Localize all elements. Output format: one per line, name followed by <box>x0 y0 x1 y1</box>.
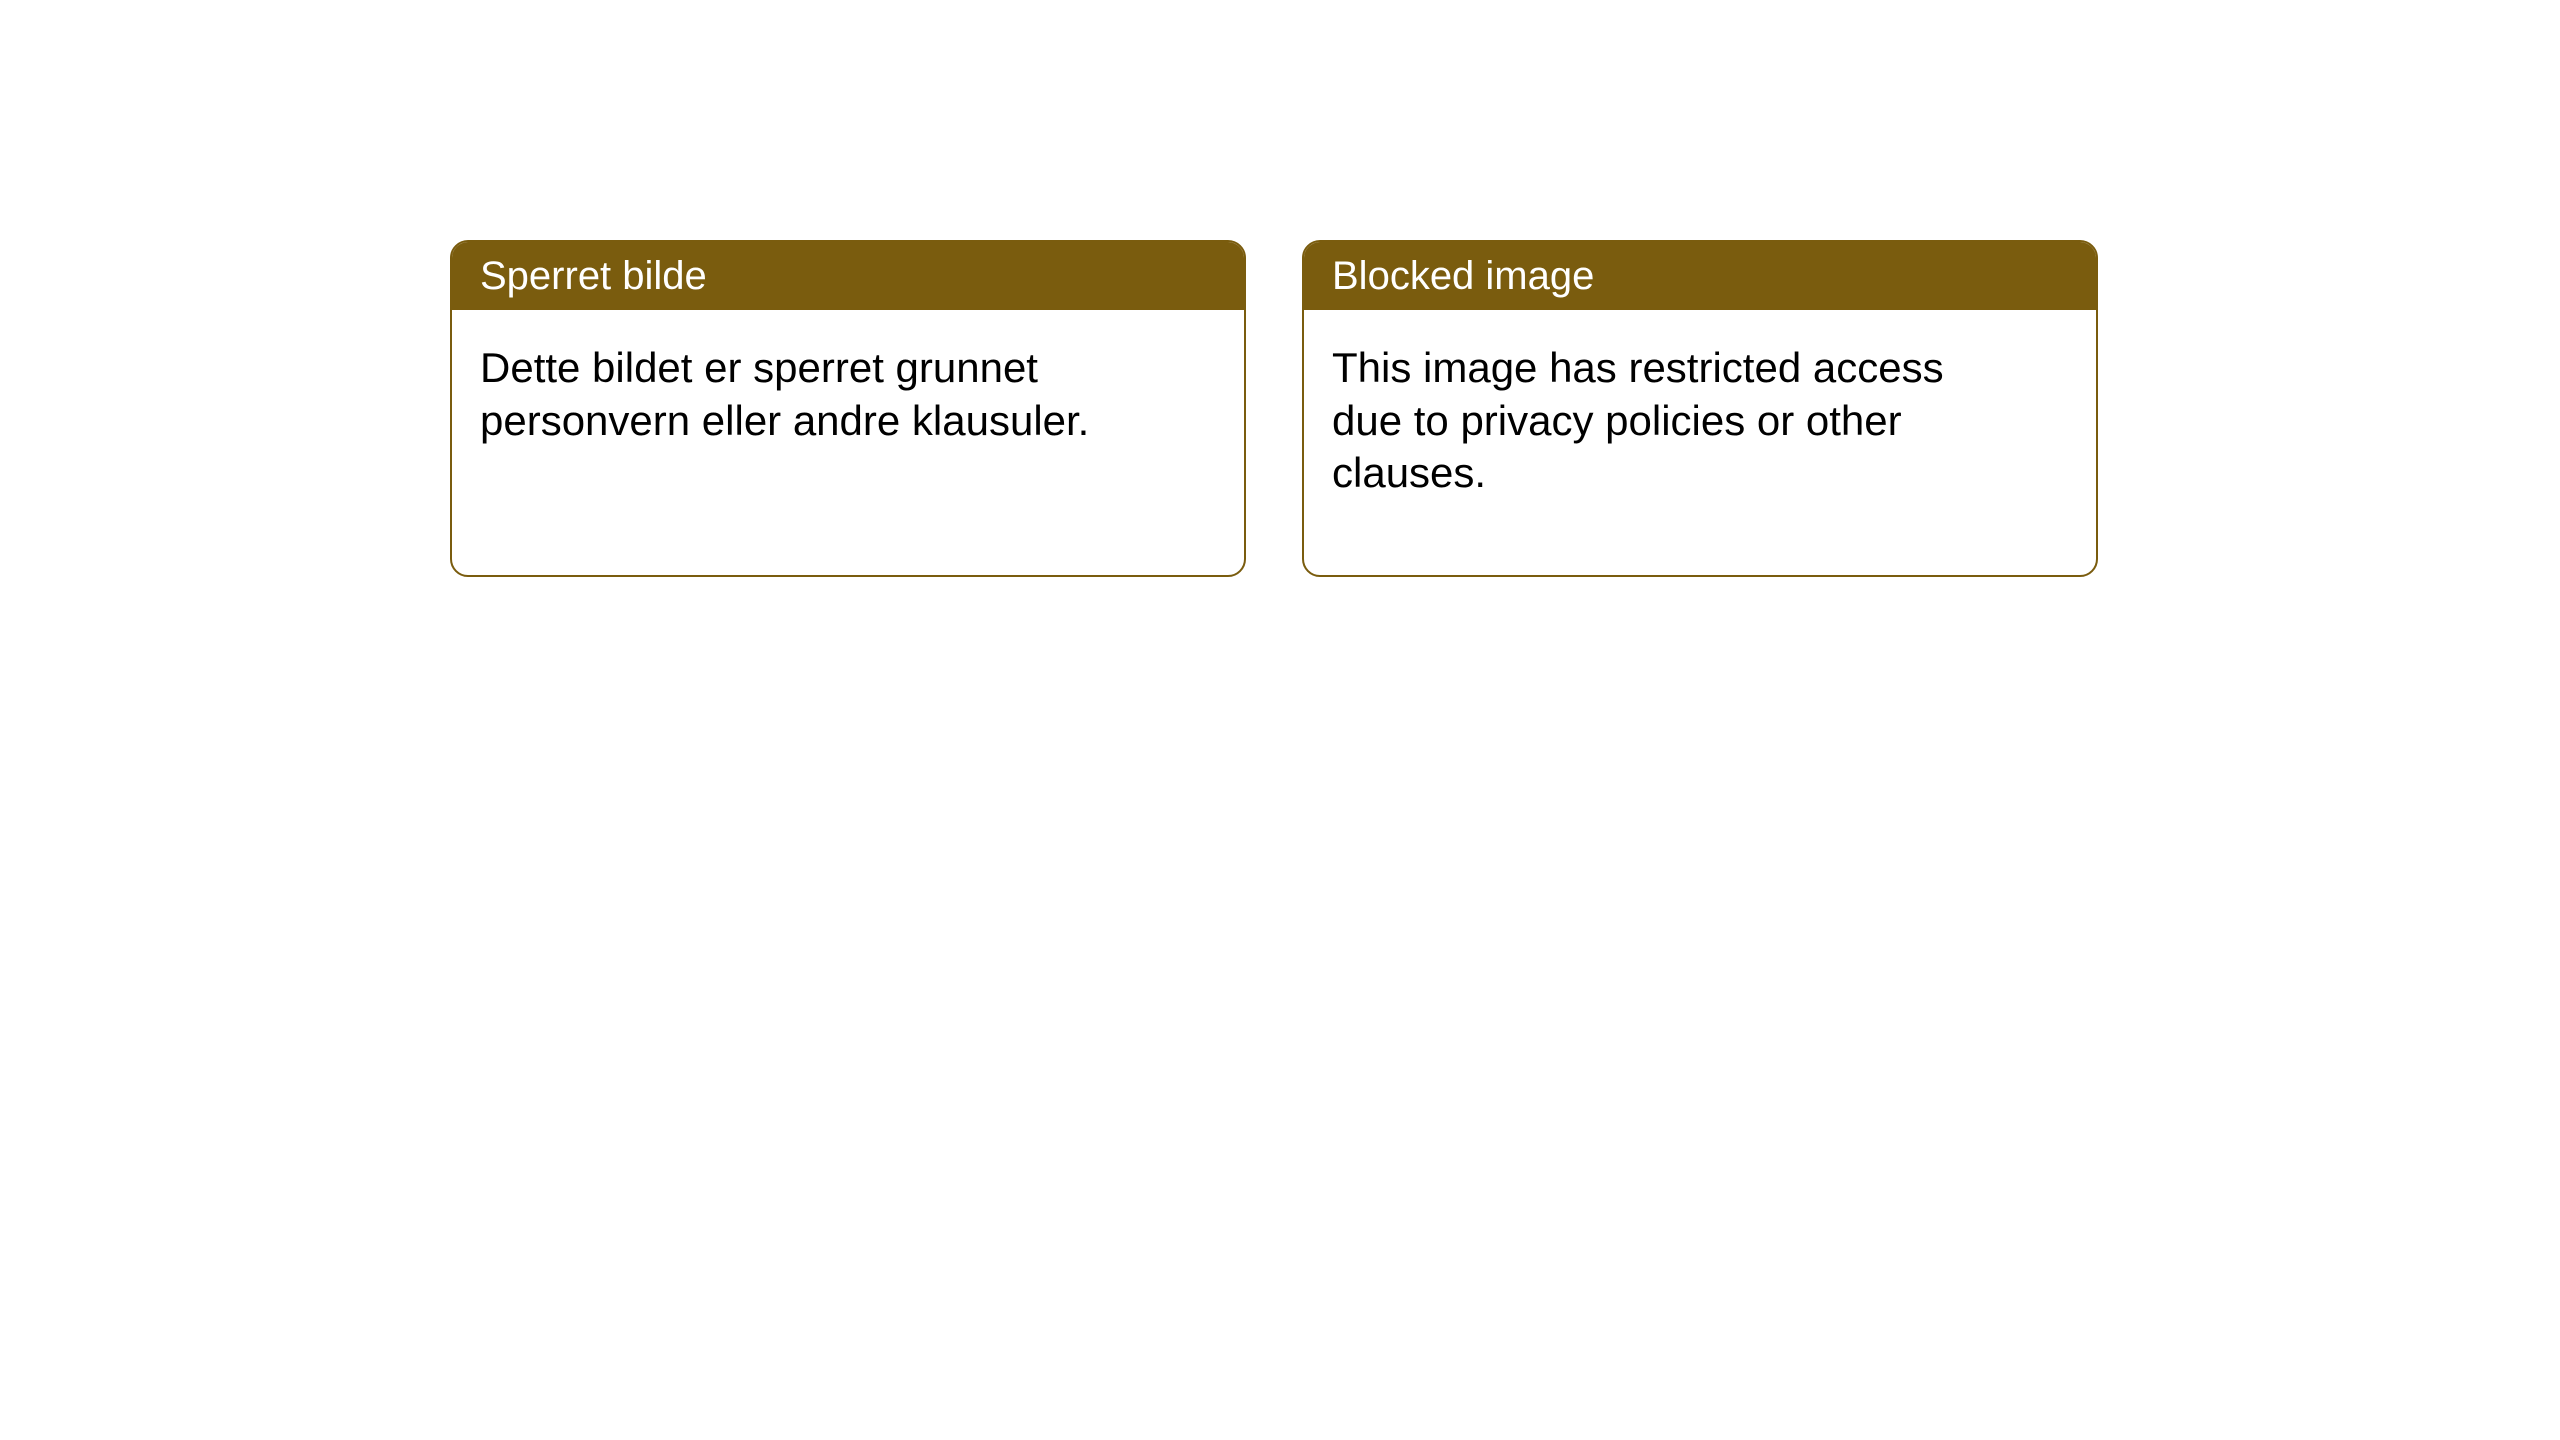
card-header-norwegian: Sperret bilde <box>452 242 1244 310</box>
blocked-notice-card-norwegian: Sperret bilde Dette bildet er sperret gr… <box>450 240 1246 577</box>
card-title-norwegian: Sperret bilde <box>480 254 707 298</box>
card-body-norwegian: Dette bildet er sperret grunnet personve… <box>452 310 1192 479</box>
card-message-english: This image has restricted access due to … <box>1332 344 1944 496</box>
blocked-notice-card-english: Blocked image This image has restricted … <box>1302 240 2098 577</box>
card-body-english: This image has restricted access due to … <box>1304 310 2044 532</box>
card-message-norwegian: Dette bildet er sperret grunnet personve… <box>480 344 1089 444</box>
card-title-english: Blocked image <box>1332 254 1594 298</box>
blocked-image-notices: Sperret bilde Dette bildet er sperret gr… <box>450 240 2098 577</box>
card-header-english: Blocked image <box>1304 242 2096 310</box>
